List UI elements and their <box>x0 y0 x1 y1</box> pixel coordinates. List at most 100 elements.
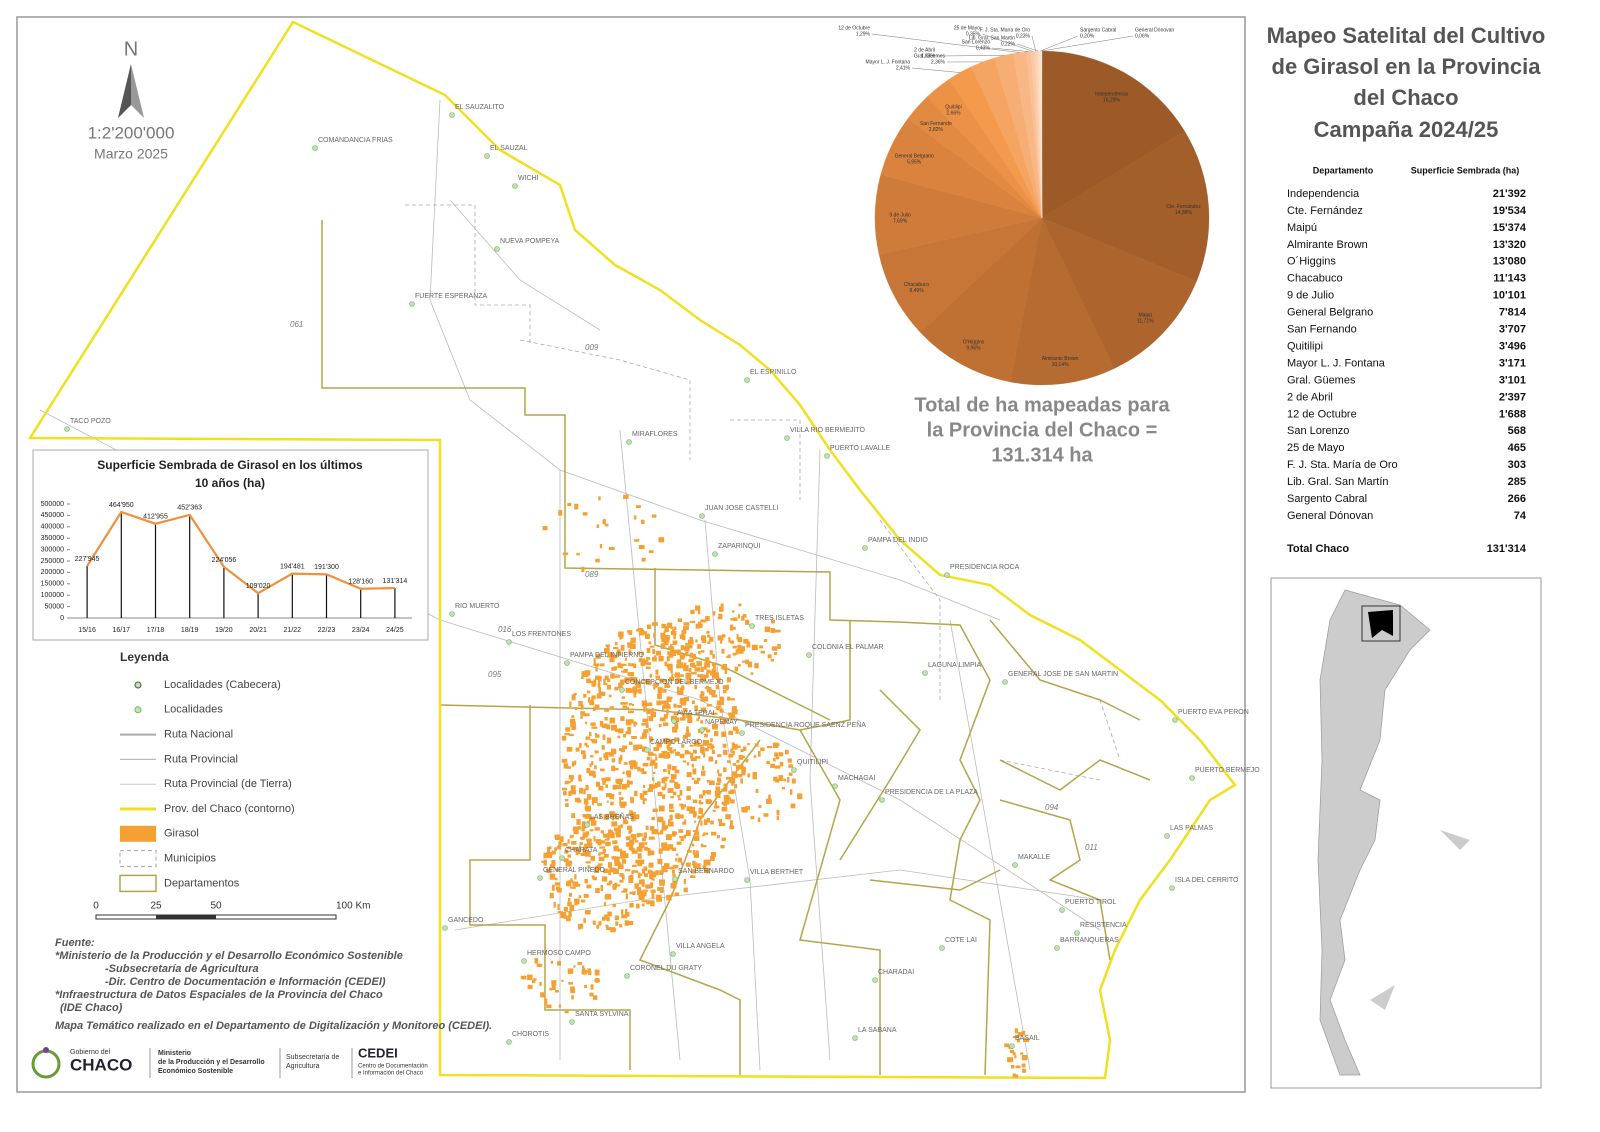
girasol-patch <box>734 773 738 779</box>
locality-dot <box>619 687 625 693</box>
girasol-patch <box>728 754 734 758</box>
girasol-patch <box>568 970 571 975</box>
girasol-patch <box>752 776 757 780</box>
girasol-patch <box>565 803 569 807</box>
girasol-patch <box>572 904 575 911</box>
girasol-patch <box>648 550 654 554</box>
girasol-patch <box>678 674 684 677</box>
girasol-patch <box>598 785 604 791</box>
girasol-patch <box>540 992 546 998</box>
girasol-patch <box>652 871 659 876</box>
place-label: CHARADAI <box>878 969 914 976</box>
pie-value-label: 11,71% <box>1137 319 1154 325</box>
legend-title: Leyenda <box>120 650 169 664</box>
locator-map <box>1317 589 1470 1076</box>
girasol-patch <box>629 903 634 908</box>
girasol-patch <box>561 735 567 741</box>
girasol-patch <box>718 773 722 777</box>
girasol-patch <box>710 738 713 743</box>
girasol-patch <box>770 619 775 624</box>
girasol-patch <box>602 519 606 525</box>
girasol-patch <box>631 870 634 875</box>
girasol-patch <box>683 665 689 672</box>
girasol-patch <box>620 801 627 807</box>
girasol-patch <box>693 820 697 823</box>
girasol-patch <box>700 666 704 673</box>
girasol-patch <box>666 745 670 750</box>
girasol-patch <box>669 677 675 682</box>
girasol-patch <box>620 663 627 666</box>
girasol-patch <box>722 719 727 724</box>
girasol-patch <box>656 832 663 835</box>
girasol-patch <box>731 782 734 786</box>
girasol-patch <box>697 716 700 720</box>
girasol-patch <box>572 726 576 730</box>
pie-value-label: 9,96% <box>966 346 981 352</box>
girasol-patch <box>641 868 646 874</box>
girasol-patch <box>706 780 710 783</box>
girasol-patch <box>676 841 682 845</box>
girasol-patch <box>707 641 711 645</box>
girasol-patch <box>675 813 680 819</box>
girasol-patch <box>591 695 596 700</box>
girasol-patch <box>625 842 632 847</box>
girasol-patch <box>643 846 648 851</box>
table-cell: 19'534 <box>1493 205 1527 217</box>
girasol-patch <box>588 770 594 775</box>
girasol-patch <box>709 670 714 676</box>
scale-label: 50 <box>210 901 222 912</box>
route-label: 094 <box>1045 803 1059 812</box>
girasol-patch <box>663 704 666 709</box>
girasol-patch <box>779 761 784 767</box>
pie-slice <box>920 217 1043 383</box>
logo-text: Económico Sostenible <box>158 1068 233 1075</box>
girasol-patch <box>639 895 642 901</box>
girasol-patch <box>609 752 614 757</box>
girasol-patch <box>631 816 636 822</box>
locality-dot <box>671 718 677 724</box>
girasol-patch <box>593 663 600 667</box>
girasol-patch <box>685 672 692 679</box>
girasol-patch <box>641 723 646 726</box>
girasol-patch <box>581 824 587 829</box>
girasol-patch <box>609 717 616 724</box>
girasol-patch <box>649 727 652 732</box>
girasol-patch <box>621 783 627 790</box>
girasol-patch <box>541 860 546 863</box>
girasol-patch <box>573 762 577 766</box>
girasol-patch <box>697 674 704 678</box>
girasol-patch <box>730 618 736 621</box>
girasol-patch <box>656 896 662 902</box>
girasol-patch <box>571 841 577 845</box>
girasol-patch <box>674 769 680 774</box>
pie-value-label: 10,14% <box>1052 362 1070 368</box>
girasol-patch <box>569 718 576 723</box>
girasol-patch <box>701 674 707 677</box>
girasol-patch <box>570 789 577 795</box>
total-line: Total de ha mapeadas para <box>914 394 1170 416</box>
girasol-patch <box>628 630 633 635</box>
girasol-patch <box>660 700 666 705</box>
girasol-patch <box>674 626 677 631</box>
girasol-patch <box>757 751 761 757</box>
girasol-patch <box>736 773 743 778</box>
girasol-patch <box>631 850 638 854</box>
girasol-patch <box>665 638 670 643</box>
girasol-patch <box>670 630 677 636</box>
girasol-patch <box>678 829 684 833</box>
scale-label: 100 Km <box>336 901 370 912</box>
locality-dot <box>626 439 632 445</box>
girasol-patch <box>570 778 574 782</box>
girasol-patch <box>585 805 591 812</box>
table-total: Total Chaco <box>1287 543 1349 555</box>
girasol-patch <box>633 515 637 520</box>
locality-dot <box>939 945 945 951</box>
girasol-patch <box>1012 1073 1016 1077</box>
girasol-patch <box>563 791 567 796</box>
girasol-patch <box>639 859 645 864</box>
girasol-patch <box>642 732 647 739</box>
girasol-patch <box>629 688 635 693</box>
girasol-patch <box>686 726 689 732</box>
legend-label: Girasol <box>164 828 199 840</box>
girasol-patch <box>706 685 709 690</box>
